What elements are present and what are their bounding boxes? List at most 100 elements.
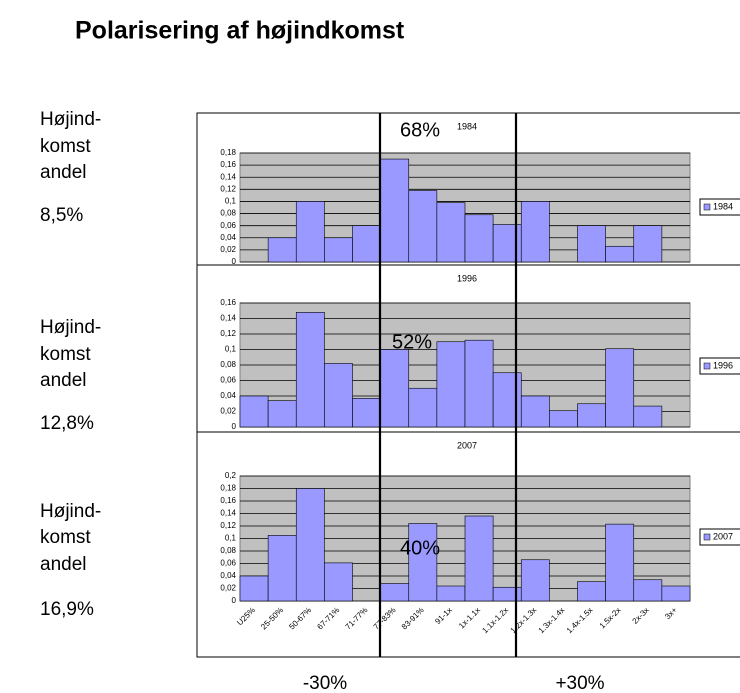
bar — [267, 400, 297, 428]
y-tick-label: 0,12 — [220, 184, 236, 193]
bar — [520, 559, 550, 602]
y-tick-label: 0,14 — [220, 509, 236, 518]
y-tick-label: 0,16 — [220, 160, 236, 169]
side-label: Højind- — [40, 501, 101, 522]
y-tick-label: 0,06 — [220, 221, 236, 230]
side-label: komst — [40, 136, 91, 157]
legend-box — [699, 198, 740, 216]
side-label: andel — [40, 370, 87, 391]
bar — [324, 363, 353, 428]
bar — [549, 410, 578, 428]
y-tick-label: 0,06 — [220, 376, 236, 385]
bar — [661, 585, 691, 602]
bar — [380, 583, 410, 602]
y-tick-label: 0,08 — [220, 360, 236, 369]
bar — [605, 523, 635, 602]
bar — [464, 515, 494, 602]
bar — [464, 214, 494, 263]
annotation: 52% — [392, 331, 432, 353]
side-label: komst — [40, 527, 91, 548]
y-tick-label: 0,08 — [220, 546, 236, 555]
bar — [408, 523, 438, 602]
side-label: andel — [40, 162, 87, 183]
y-tick-label: 0,12 — [220, 329, 236, 338]
bar — [520, 395, 550, 428]
chart-title: 2007 — [457, 440, 477, 450]
bar — [520, 201, 550, 263]
bar — [436, 585, 466, 602]
bar — [577, 403, 606, 428]
bar — [324, 237, 353, 263]
annotation: 68% — [400, 119, 440, 141]
bar — [324, 562, 353, 602]
bar — [352, 398, 381, 428]
y-tick-label: 0 — [232, 257, 237, 266]
legend-box — [699, 357, 740, 375]
annotation: 40% — [400, 537, 440, 559]
y-tick-label: 0,14 — [220, 314, 236, 323]
bar — [295, 488, 325, 602]
legend-swatch — [703, 203, 711, 211]
annotation: -30% — [303, 673, 347, 693]
legend-label: 2007 — [713, 531, 733, 541]
annotation: +30% — [555, 673, 604, 693]
y-tick-label: 0,06 — [220, 559, 236, 568]
bar — [380, 349, 410, 428]
bar — [239, 575, 269, 602]
bar — [408, 387, 438, 428]
y-tick-label: 0 — [232, 596, 237, 605]
side-value: 12,8% — [40, 413, 94, 434]
bar — [380, 158, 410, 263]
y-tick-label: 0,18 — [220, 148, 236, 157]
y-tick-label: 0,04 — [220, 391, 236, 400]
legend-swatch — [703, 533, 711, 541]
page-title: Polarisering af højindkomst — [75, 17, 405, 45]
y-tick-label: 0,16 — [220, 298, 236, 307]
y-tick-label: 0,02 — [220, 245, 236, 254]
y-tick-label: 0,2 — [225, 471, 237, 480]
side-value: 16,9% — [40, 599, 94, 620]
y-tick-label: 0,16 — [220, 496, 236, 505]
y-tick-label: 0,1 — [225, 345, 237, 354]
y-tick-label: 0,02 — [220, 407, 236, 416]
legend-label: 1996 — [713, 360, 733, 370]
side-label: Højind- — [40, 317, 101, 338]
bar — [267, 535, 297, 602]
legend-label: 1984 — [713, 201, 733, 211]
legend-box — [699, 528, 740, 546]
y-tick-label: 0,02 — [220, 584, 236, 593]
bar — [295, 201, 325, 263]
bar — [633, 579, 663, 602]
bar — [605, 245, 635, 263]
bar — [408, 190, 438, 263]
side-label: Højind- — [40, 109, 101, 130]
side-value: 8,5% — [40, 205, 83, 226]
bar — [436, 341, 466, 428]
y-tick-label: 0,08 — [220, 209, 236, 218]
y-tick-label: 0,04 — [220, 233, 236, 242]
chart-title: 1984 — [457, 121, 477, 131]
bar — [267, 237, 297, 263]
side-label: komst — [40, 344, 91, 365]
y-tick-label: 0,18 — [220, 484, 236, 493]
side-label: andel — [40, 554, 87, 575]
bar — [239, 395, 269, 428]
y-tick-label: 0,14 — [220, 172, 236, 181]
y-tick-label: 0,04 — [220, 571, 236, 580]
chart-title: 1996 — [457, 273, 477, 283]
bar — [577, 225, 606, 263]
bar — [633, 225, 663, 263]
bar — [352, 225, 381, 263]
bar — [295, 311, 325, 428]
y-tick-label: 0,12 — [220, 521, 236, 530]
y-tick-label: 0,1 — [225, 197, 237, 206]
bar — [464, 339, 494, 428]
bar — [605, 348, 635, 428]
y-tick-label: 0 — [232, 422, 237, 431]
bar — [436, 202, 466, 263]
bar — [577, 581, 606, 602]
bar — [633, 405, 663, 428]
y-tick-label: 0,1 — [225, 534, 237, 543]
